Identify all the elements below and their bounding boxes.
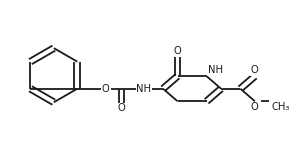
Text: O: O [251,65,259,75]
Text: O: O [101,84,109,94]
Text: CH₃: CH₃ [271,102,290,112]
Text: NH: NH [208,65,223,75]
Text: O: O [251,102,259,112]
Text: O: O [118,103,125,113]
Text: NH: NH [136,84,151,94]
Text: O: O [174,46,181,56]
